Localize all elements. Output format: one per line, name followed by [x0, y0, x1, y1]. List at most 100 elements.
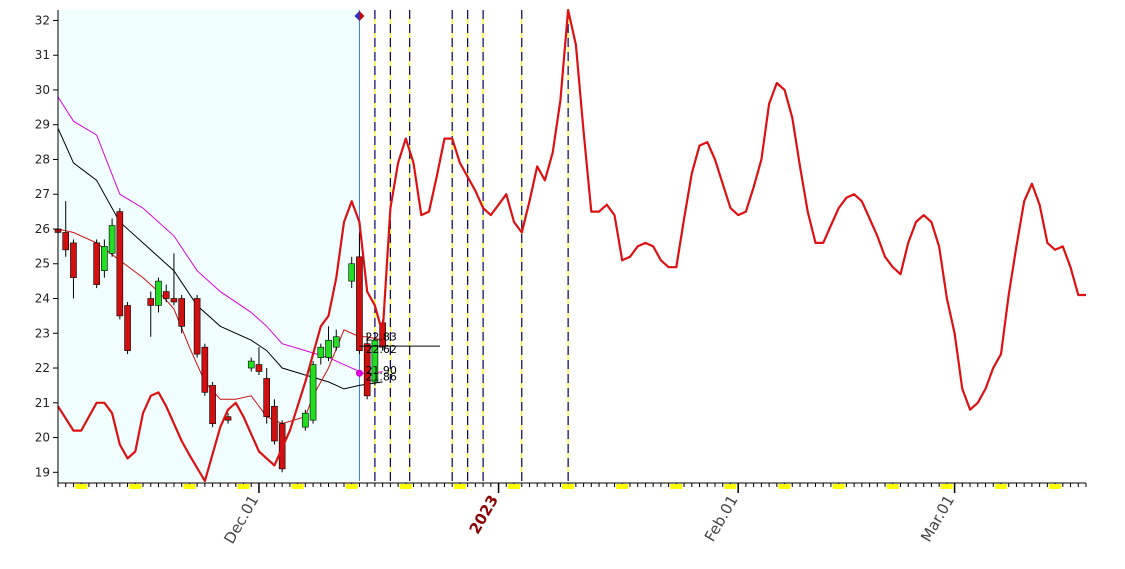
y-tick-label: 32 [35, 13, 50, 27]
candle-23 [309, 361, 317, 424]
marker-top-left [354, 11, 360, 21]
candle-body-down [263, 378, 270, 417]
y-tick-label: 31 [35, 48, 50, 62]
candle-body-up [371, 339, 379, 383]
candle-12 [178, 295, 185, 334]
marker-current-price [355, 369, 363, 377]
candle-body-up [348, 263, 356, 282]
candle-7 [124, 301, 131, 355]
price-label-3: 21.86 [365, 371, 397, 384]
week-marker [345, 484, 358, 489]
week-marker [886, 484, 899, 489]
candle-15 [209, 381, 216, 428]
week-marker [724, 484, 737, 489]
candle-body-down [363, 343, 371, 397]
week-marker [399, 484, 412, 489]
candle-body-up [317, 346, 325, 358]
projection-line [57, 8, 1086, 483]
candle-body-down [193, 298, 201, 355]
candle-19 [263, 368, 270, 424]
candle-17 [247, 357, 255, 372]
y-tick-label: 24 [35, 292, 50, 306]
x-tick-label: Dec.01 [220, 492, 262, 547]
candle-28 [356, 232, 363, 355]
markers [354, 11, 365, 377]
candle-22 [302, 409, 309, 431]
candle-14 [201, 343, 209, 396]
candle-body-up [332, 336, 340, 348]
week-marker [183, 484, 196, 489]
price-label-0: 22.83 [365, 331, 397, 344]
y-tick-label: 27 [35, 187, 50, 201]
candle-body-down [178, 298, 185, 327]
y-tick-label: 21 [35, 396, 50, 410]
y-tick-label: 30 [35, 83, 50, 97]
y-tick-label: 23 [35, 326, 50, 340]
marker-top-right [359, 11, 365, 21]
candle-13 [193, 295, 201, 358]
candle-body-down [147, 298, 155, 306]
x-tick-label: 2023 [466, 492, 502, 537]
candle-29 [363, 333, 371, 400]
candle-11 [170, 253, 178, 306]
y-tick-label: 29 [35, 118, 50, 132]
candle-body-down [162, 291, 170, 299]
week-marker [994, 484, 1007, 489]
candle-body-down [170, 298, 178, 303]
candle-2 [70, 239, 77, 299]
candle-body-down [201, 346, 209, 393]
middle_band-line [57, 127, 383, 390]
y-tick-label: 28 [35, 152, 50, 166]
week-marker [562, 484, 575, 489]
week-marker [778, 484, 791, 489]
week-marker [832, 484, 845, 489]
y-tick-label: 26 [35, 222, 50, 236]
candle-25 [325, 326, 332, 362]
candle-body-down [70, 242, 77, 278]
candle-27 [348, 256, 356, 289]
cycle-lines [358, 10, 569, 481]
x-tick-label: Mar.01 [917, 492, 958, 545]
candle-24 [317, 343, 325, 365]
week-marker [508, 484, 521, 489]
candle-body-up [302, 412, 309, 428]
candle-10 [162, 284, 170, 302]
y-tick-label: 19 [35, 465, 50, 479]
week-marker [129, 484, 142, 489]
y-tick-label: 20 [35, 431, 50, 445]
price-label-2: 21.90 [365, 364, 397, 377]
candle-26 [332, 329, 340, 351]
candle-body-up [247, 360, 255, 369]
week-marker [940, 484, 953, 489]
candle-3 [93, 239, 100, 289]
price-label-1: 22.62 [365, 343, 397, 356]
candle-body-up [101, 246, 108, 272]
candle-body-down [255, 364, 263, 372]
y-tick-label: 25 [35, 257, 50, 271]
x-tick-label: Feb.01 [701, 492, 742, 545]
week-marker [75, 484, 88, 489]
candle-5 [108, 218, 116, 257]
candle-body-down [209, 385, 216, 424]
candle-body-up [108, 225, 116, 254]
candle-body-down [356, 256, 363, 351]
y-tick-label: 22 [35, 361, 50, 375]
candle-4 [101, 239, 108, 278]
candle-body-up [325, 339, 332, 358]
candle-body-down [62, 232, 70, 251]
week-marker [453, 484, 466, 489]
candle-body-down [116, 211, 124, 317]
week-marker [291, 484, 304, 489]
candle-body-down [93, 242, 100, 285]
candle-body-down [124, 305, 131, 351]
candle-body-down [224, 416, 232, 421]
candle-body-up [309, 364, 317, 421]
projection-path [57, 8, 1086, 483]
week-marker [670, 484, 683, 489]
candle-1 [62, 201, 70, 257]
candle-20 [271, 399, 278, 445]
week-marker [1049, 484, 1062, 489]
